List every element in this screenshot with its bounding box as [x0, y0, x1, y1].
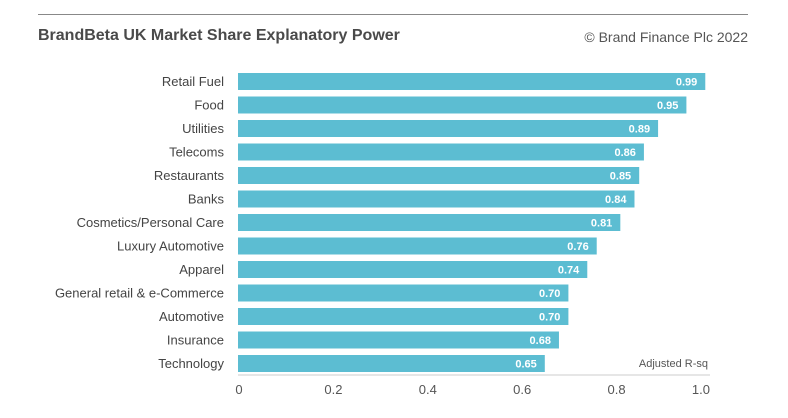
bar — [238, 120, 659, 137]
value-label: 0.70 — [539, 312, 560, 324]
category-label: Insurance — [167, 333, 224, 348]
bar — [238, 261, 588, 278]
bar — [238, 190, 635, 208]
value-label: 0.70 — [539, 288, 560, 300]
x-tick-label: 0.8 — [608, 382, 626, 397]
bar — [238, 143, 644, 161]
bar — [238, 284, 569, 302]
bar — [238, 237, 597, 255]
category-label: General retail & e-Commerce — [55, 286, 224, 301]
value-label: 0.99 — [676, 77, 697, 89]
value-label: 0.68 — [530, 335, 551, 347]
bar — [238, 331, 559, 349]
value-label: 0.95 — [657, 100, 678, 112]
bar — [238, 214, 621, 231]
bar — [238, 73, 706, 90]
category-label: Luxury Automotive — [117, 239, 224, 254]
value-label: 0.74 — [558, 265, 580, 277]
value-label: 0.84 — [605, 194, 627, 206]
x-tick-label: 0 — [235, 382, 242, 397]
value-label: 0.89 — [629, 124, 650, 136]
chart-title: BrandBeta UK Market Share Explanatory Po… — [38, 27, 400, 44]
category-label: Utilities — [182, 121, 224, 136]
x-tick-label: 1.0 — [692, 382, 710, 397]
value-label: 0.81 — [591, 218, 612, 230]
value-label: 0.86 — [614, 147, 635, 159]
category-label: Telecoms — [169, 145, 224, 160]
top-rule — [38, 14, 748, 15]
bar — [238, 308, 569, 325]
bar — [238, 96, 687, 114]
category-label: Cosmetics/Personal Care — [77, 215, 224, 230]
value-label: 0.76 — [567, 241, 588, 253]
bar — [238, 355, 545, 372]
x-tick-label: 0.6 — [513, 382, 531, 397]
x-tick-label: 0.4 — [419, 382, 437, 397]
category-label: Retail Fuel — [162, 74, 224, 89]
x-axis-label: Adjusted R-sq — [639, 358, 708, 370]
bar — [238, 167, 640, 184]
value-label: 0.85 — [610, 171, 631, 183]
category-label: Technology — [158, 356, 224, 371]
category-label: Food — [194, 98, 224, 113]
copyright: © Brand Finance Plc 2022 — [584, 29, 748, 45]
category-label: Banks — [188, 192, 225, 207]
category-label: Automotive — [159, 309, 224, 324]
category-label: Restaurants — [154, 168, 225, 183]
value-label: 0.65 — [515, 359, 536, 371]
category-label: Apparel — [179, 262, 224, 277]
x-tick-label: 0.2 — [324, 382, 342, 397]
